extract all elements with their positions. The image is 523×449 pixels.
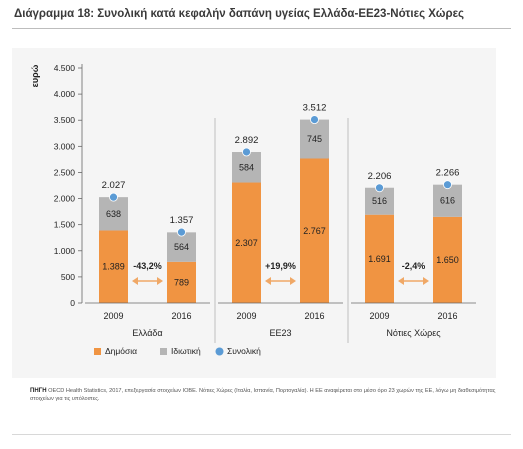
- label-public: 1.389: [102, 262, 125, 272]
- change-label: -43,2%: [133, 261, 162, 271]
- stacked-bar-chart: ευρώ 0 500 1.000 1.500 2.000 2.500 3.000 3.500 4.…: [30, 63, 476, 356]
- group-label: Νότιες Χώρες: [386, 328, 441, 338]
- total-marker: [310, 115, 319, 124]
- legend-swatch: [94, 348, 101, 355]
- y-tick-label: 4.500: [54, 63, 76, 73]
- label-total: 2.892: [235, 135, 259, 146]
- label-public: 789: [174, 277, 189, 287]
- x-tick-label: 2009: [369, 311, 389, 321]
- total-marker: [242, 147, 251, 157]
- label-private: 584: [239, 162, 254, 172]
- group-label: Ελλάδα: [132, 328, 162, 338]
- chart-title: Διάγραμμα 18: Συνολική κατά κεφαλήν δαπά…: [14, 8, 465, 20]
- bar-private: [99, 197, 128, 231]
- x-tick-label: 2016: [304, 311, 324, 321]
- bar-public: [232, 182, 261, 303]
- change-arrow-head-left: [265, 277, 271, 285]
- y-tick-label: 2.500: [54, 167, 76, 177]
- label-private: 516: [372, 196, 387, 206]
- bottom-divider: [12, 434, 511, 435]
- label-total: 1.357: [170, 215, 194, 226]
- total-marker: [443, 180, 452, 190]
- label-public: 1.691: [368, 254, 391, 264]
- y-tick-label: 4.000: [54, 89, 76, 99]
- x-tick-label: 2009: [103, 311, 123, 321]
- x-tick-label: 2009: [236, 311, 256, 321]
- group-label: ΕΕ23: [269, 328, 291, 338]
- label-total: 3.512: [303, 103, 327, 114]
- bar-private: [300, 119, 329, 159]
- label-total: 2.266: [436, 168, 460, 179]
- change-label: +19,9%: [265, 261, 296, 271]
- y-axis-label: ευρώ: [30, 64, 40, 87]
- bar-private: [167, 232, 196, 262]
- y-tick-label: 2.000: [54, 194, 76, 204]
- y-tick-label: 3.000: [54, 141, 76, 151]
- y-tick-label: 1.500: [54, 220, 76, 230]
- y-tick-label: 500: [61, 272, 75, 282]
- label-private: 638: [106, 209, 121, 219]
- legend-swatch: [160, 348, 167, 355]
- label-private: 564: [174, 242, 189, 252]
- bar-public: [99, 230, 128, 303]
- bar-public: [433, 216, 462, 303]
- source-label: ΠΗΓΗ: [30, 388, 47, 394]
- y-tick-label: 0: [70, 298, 75, 308]
- label-private: 745: [307, 134, 322, 144]
- total-marker: [177, 227, 186, 237]
- label-public: 2.307: [235, 238, 258, 248]
- legend-label: Δημόσια: [105, 346, 137, 356]
- bar-private: [365, 187, 394, 215]
- label-total: 2.206: [368, 171, 392, 182]
- total-marker: [109, 192, 118, 202]
- label-public: 2.767: [303, 226, 326, 236]
- y-tick-label: 3.500: [54, 115, 76, 125]
- bar-public: [167, 261, 196, 303]
- label-total: 2.027: [102, 180, 126, 191]
- change-arrow-head-right: [157, 277, 163, 285]
- legend-label: Συνολική: [227, 346, 261, 356]
- source-text: OECD Health Statistics, 2017, επεξεργασί…: [30, 388, 496, 402]
- title-divider: [12, 28, 511, 29]
- legend-label: Ιδιωτική: [171, 346, 201, 356]
- bar-public: [365, 214, 394, 303]
- source-note: ΠΗΓΗ OECD Health Statistics, 2017, επεξε…: [30, 387, 500, 403]
- change-arrow-head-right: [423, 277, 429, 285]
- change-arrow-head-left: [132, 277, 138, 285]
- chart-area: ευρώ 0 500 1.000 1.500 2.000 2.500 3.000 3.500 4.…: [12, 48, 496, 378]
- x-tick-label: 2016: [171, 311, 191, 321]
- total-marker: [375, 183, 384, 193]
- y-tick-label: 1.000: [54, 246, 76, 256]
- label-public: 1.650: [436, 255, 459, 265]
- bar-private: [433, 184, 462, 217]
- change-arrow-head-right: [290, 277, 296, 285]
- bar-private: [232, 152, 261, 183]
- label-private: 616: [440, 196, 455, 206]
- x-tick-label: 2016: [437, 311, 457, 321]
- legend-swatch: [215, 347, 224, 356]
- change-label: -2,4%: [402, 261, 426, 271]
- change-arrow-head-left: [398, 277, 404, 285]
- bar-public: [300, 158, 329, 303]
